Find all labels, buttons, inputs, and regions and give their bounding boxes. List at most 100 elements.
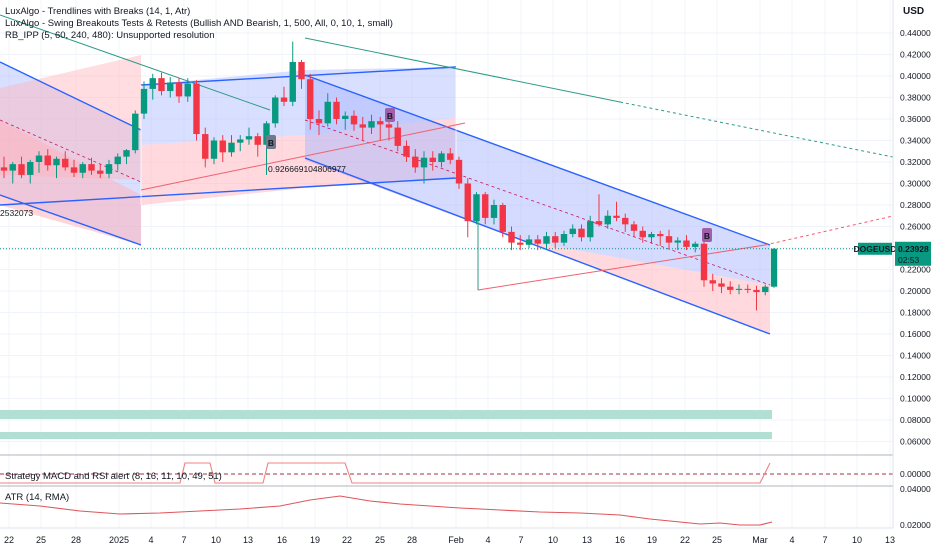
trendline — [140, 122, 466, 191]
y-tick-label: 0.42000 — [900, 50, 931, 60]
candle-body — [9, 164, 16, 171]
x-tick-label: Feb — [448, 535, 464, 545]
x-tick-label: 28 — [71, 535, 81, 545]
candle-body — [307, 79, 314, 119]
atr-label: ATR (14, RMA) — [5, 492, 69, 503]
price-axis[interactable] — [893, 0, 932, 550]
y-tick-label: 0.38000 — [900, 93, 931, 103]
channel-value-label: 2532073 — [0, 208, 33, 218]
candle-body — [630, 224, 638, 231]
indicator-label: LuxAlgo - Trendlines with Breaks (14, 1,… — [5, 6, 190, 17]
candle-body — [210, 140, 218, 159]
candle-body — [359, 124, 366, 128]
y-tick-label: 0.40000 — [900, 71, 931, 81]
candle-body — [639, 230, 646, 238]
y-tick-label: 0.36000 — [900, 114, 931, 124]
price-label: 0.23928 — [898, 244, 929, 254]
x-tick-label: 4 — [485, 535, 490, 545]
candle-body — [53, 158, 60, 166]
candle-body — [245, 136, 253, 140]
candle-body — [543, 236, 550, 244]
candle-body — [158, 78, 165, 92]
candle-body — [595, 221, 603, 225]
x-tick-label: 25 — [375, 535, 385, 545]
strategy-label: Strategy MACD and RSI alert (8, 16, 11, … — [5, 471, 222, 482]
y-tick-label: 0.32000 — [900, 157, 931, 167]
y-tick-label: 0.22000 — [900, 265, 931, 275]
candle-body — [114, 156, 121, 165]
candle-body — [35, 155, 43, 162]
candle-body — [525, 239, 533, 245]
y-tick-label: 0.06000 — [900, 437, 931, 447]
candle-body — [412, 156, 419, 168]
x-tick-label: 13 — [243, 535, 253, 545]
candle-body — [385, 124, 393, 128]
candle-body — [762, 286, 769, 293]
x-tick-label: 22 — [4, 535, 14, 545]
midline — [304, 119, 771, 286]
candle-body — [79, 164, 86, 173]
candle-body — [517, 242, 524, 245]
candle-body — [499, 205, 506, 232]
candle-body — [508, 231, 515, 243]
y-tick-label: 0.02000 — [900, 520, 931, 530]
candle-body — [272, 97, 279, 124]
candle-body — [149, 78, 156, 89]
x-tick-label: 22 — [342, 535, 352, 545]
candle-body — [202, 134, 209, 159]
candle-body — [175, 82, 183, 97]
trendline-ext — [619, 101, 894, 158]
candle-body — [368, 121, 375, 128]
y-tick-label: 0.34000 — [900, 136, 931, 146]
candle-body — [604, 215, 611, 225]
candle-body — [587, 221, 594, 238]
y-tick-label: 0.18000 — [900, 308, 931, 318]
candle-body — [88, 164, 95, 171]
x-tick-label: 19 — [647, 535, 657, 545]
trendline — [304, 37, 621, 103]
candle-body — [464, 183, 471, 222]
candle-body — [578, 228, 585, 238]
candle-body — [648, 234, 655, 238]
candle-body — [534, 239, 541, 244]
candle-body — [683, 240, 690, 247]
y-tick-label: 0.28000 — [900, 200, 931, 210]
time-axis[interactable] — [0, 528, 932, 550]
x-tick-label: 2025 — [109, 535, 129, 545]
candle-body — [377, 121, 384, 125]
candle-body — [18, 164, 25, 175]
x-tick-label: Mar — [752, 535, 768, 545]
candle-body — [718, 283, 725, 287]
y-tick-label: 0.00000 — [900, 469, 931, 479]
candle-body — [552, 236, 559, 243]
fib-value-label: 0.926669104806977 — [268, 164, 346, 174]
trendline-ext — [764, 215, 894, 246]
candle-body — [709, 280, 716, 284]
x-tick-label: 22 — [680, 535, 690, 545]
channel-fill — [0, 55, 141, 180]
candle-body — [394, 127, 401, 146]
trendline — [477, 244, 766, 291]
channel-fill — [305, 75, 770, 285]
candle-body — [455, 159, 463, 184]
candle-body — [62, 158, 69, 168]
y-tick-label: 0.12000 — [900, 372, 931, 382]
candle-body — [692, 243, 699, 247]
candle-body — [490, 205, 498, 218]
break-badge — [266, 135, 276, 149]
indicator-label: LuxAlgo - Swing Breakouts Tests & Retest… — [5, 18, 393, 29]
atr-line — [0, 495, 773, 526]
break-badge — [702, 228, 712, 242]
candle-body — [613, 215, 620, 218]
x-tick-label: 7 — [181, 535, 186, 545]
y-tick-label: 0.14000 — [900, 351, 931, 361]
candle-body — [622, 217, 629, 225]
candle-body — [44, 155, 51, 166]
candle-body — [105, 164, 113, 174]
x-tick-label: 19 — [310, 535, 320, 545]
candle-body — [298, 62, 305, 80]
candle-body — [438, 153, 445, 162]
macd-line — [0, 462, 771, 484]
y-tick-label: 0.44000 — [900, 28, 931, 38]
